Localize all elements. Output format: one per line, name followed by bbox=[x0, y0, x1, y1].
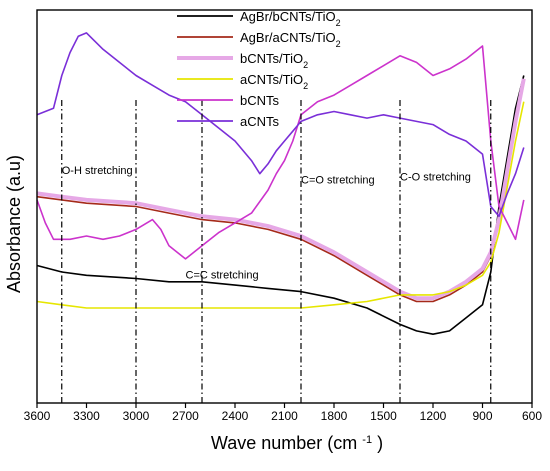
reference-lines bbox=[61, 100, 492, 403]
x-axis-label-unit-sup: -1 bbox=[362, 434, 372, 446]
x-tick-label-6: 1800 bbox=[321, 409, 348, 423]
x-axis-label-unit-end: ) bbox=[377, 433, 383, 453]
series-line-5 bbox=[36, 32, 525, 218]
x-tick-label-7: 1500 bbox=[370, 409, 397, 423]
y-axis-label: Absorbance (a.u) bbox=[4, 155, 24, 293]
series-line-0 bbox=[36, 75, 525, 336]
x-tick-label-10: 600 bbox=[522, 409, 542, 423]
plot-frame bbox=[36, 9, 533, 404]
x-axis-label-main: Wave number bbox=[211, 433, 322, 453]
legend-label-1: AgBr/aCNTs/TiO2 bbox=[240, 30, 341, 49]
series-line-2 bbox=[36, 78, 526, 301]
series-lines bbox=[36, 32, 526, 336]
annotation-1: C=C stretching bbox=[186, 270, 259, 282]
annotation-3: C-O stretching bbox=[400, 171, 471, 183]
legend-label-0: AgBr/bCNTs/TiO2 bbox=[240, 9, 341, 28]
x-tick-label-4: 2400 bbox=[222, 409, 249, 423]
legend-label-4: bCNTs bbox=[240, 93, 280, 108]
series-line-3 bbox=[36, 101, 525, 309]
x-axis-label-unit: (cm bbox=[327, 433, 357, 453]
x-tick-label-2: 3000 bbox=[123, 409, 150, 423]
series-line-4 bbox=[36, 45, 525, 260]
legend-label-2: bCNTs/TiO2 bbox=[240, 51, 308, 70]
x-tick-label-8: 1200 bbox=[420, 409, 447, 423]
legend: AgBr/bCNTs/TiO2 AgBr/aCNTs/TiO2 bCNTs/TiO2… bbox=[177, 9, 341, 129]
x-tick-label-0: 3600 bbox=[24, 409, 51, 423]
legend-label-3: aCNTs/TiO2 bbox=[240, 72, 308, 91]
axes: 3600 3300 3000 2700 2400 2100 1800 1500 1200 900 6… bbox=[24, 9, 542, 423]
legend-label-5: aCNTs bbox=[240, 114, 280, 129]
x-tick-label-5: 2100 bbox=[271, 409, 298, 423]
series-line-1 bbox=[36, 81, 525, 303]
annotation-0: O-H stretching bbox=[62, 165, 133, 177]
x-axis-label: Wave number (cm -1 ) bbox=[211, 433, 383, 453]
annotation-2: C=O stretching bbox=[301, 175, 375, 187]
x-tick-label-3: 2700 bbox=[172, 409, 199, 423]
annotations: O-H stretching C=C stretching C=O stretchi… bbox=[62, 165, 471, 282]
x-tick-label-1: 3300 bbox=[73, 409, 100, 423]
x-tick-label-9: 900 bbox=[472, 409, 492, 423]
